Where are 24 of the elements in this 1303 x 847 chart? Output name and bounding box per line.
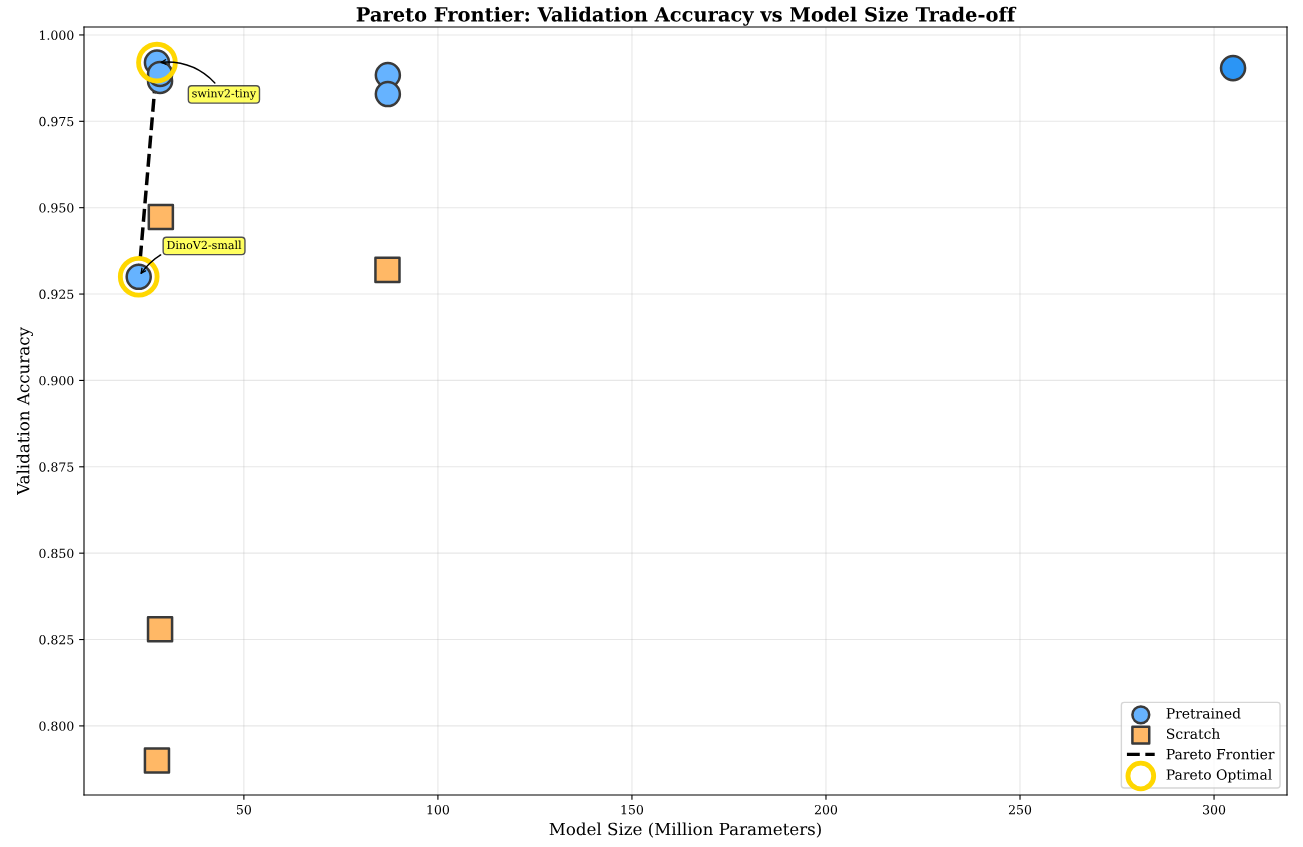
y-tick-label: 0.925 — [39, 289, 74, 299]
x-axis-title: Model Size (Million Parameters) — [549, 822, 821, 838]
legend-label: Pretrained — [1166, 707, 1241, 719]
y-tick-label: 0.800 — [39, 721, 74, 731]
x-tick-label: 250 — [1008, 804, 1032, 815]
x-tick-label: 300 — [1203, 804, 1226, 815]
y-axis-title: Validation Accuracy — [16, 327, 33, 496]
x-tick-label: 150 — [621, 804, 644, 815]
annotation: swinv2-tiny — [192, 89, 257, 100]
y-tick-label: 0.825 — [39, 635, 74, 645]
y-tick-label: 0.900 — [39, 375, 74, 386]
legend-label: Scratch — [1166, 728, 1220, 740]
annotation: DinoV2-small — [167, 240, 242, 250]
x-tick-label: 100 — [427, 804, 450, 815]
legend-label: Pareto Optimal — [1166, 769, 1272, 783]
legend-label: Pareto Frontier — [1166, 749, 1275, 760]
y-tick-label: 0.950 — [39, 203, 74, 213]
x-tick-label: 200 — [814, 804, 838, 815]
y-tick-label: 0.875 — [39, 462, 74, 472]
y-tick-label: 0.975 — [39, 116, 74, 127]
chart-title: Pareto Frontier: Validation Accuracy vs Model Size Trade-off — [356, 6, 1017, 26]
y-tick-label: 1.000 — [40, 30, 74, 40]
x-tick-label: 50 — [236, 804, 252, 815]
y-tick-label: 0.850 — [39, 548, 74, 559]
